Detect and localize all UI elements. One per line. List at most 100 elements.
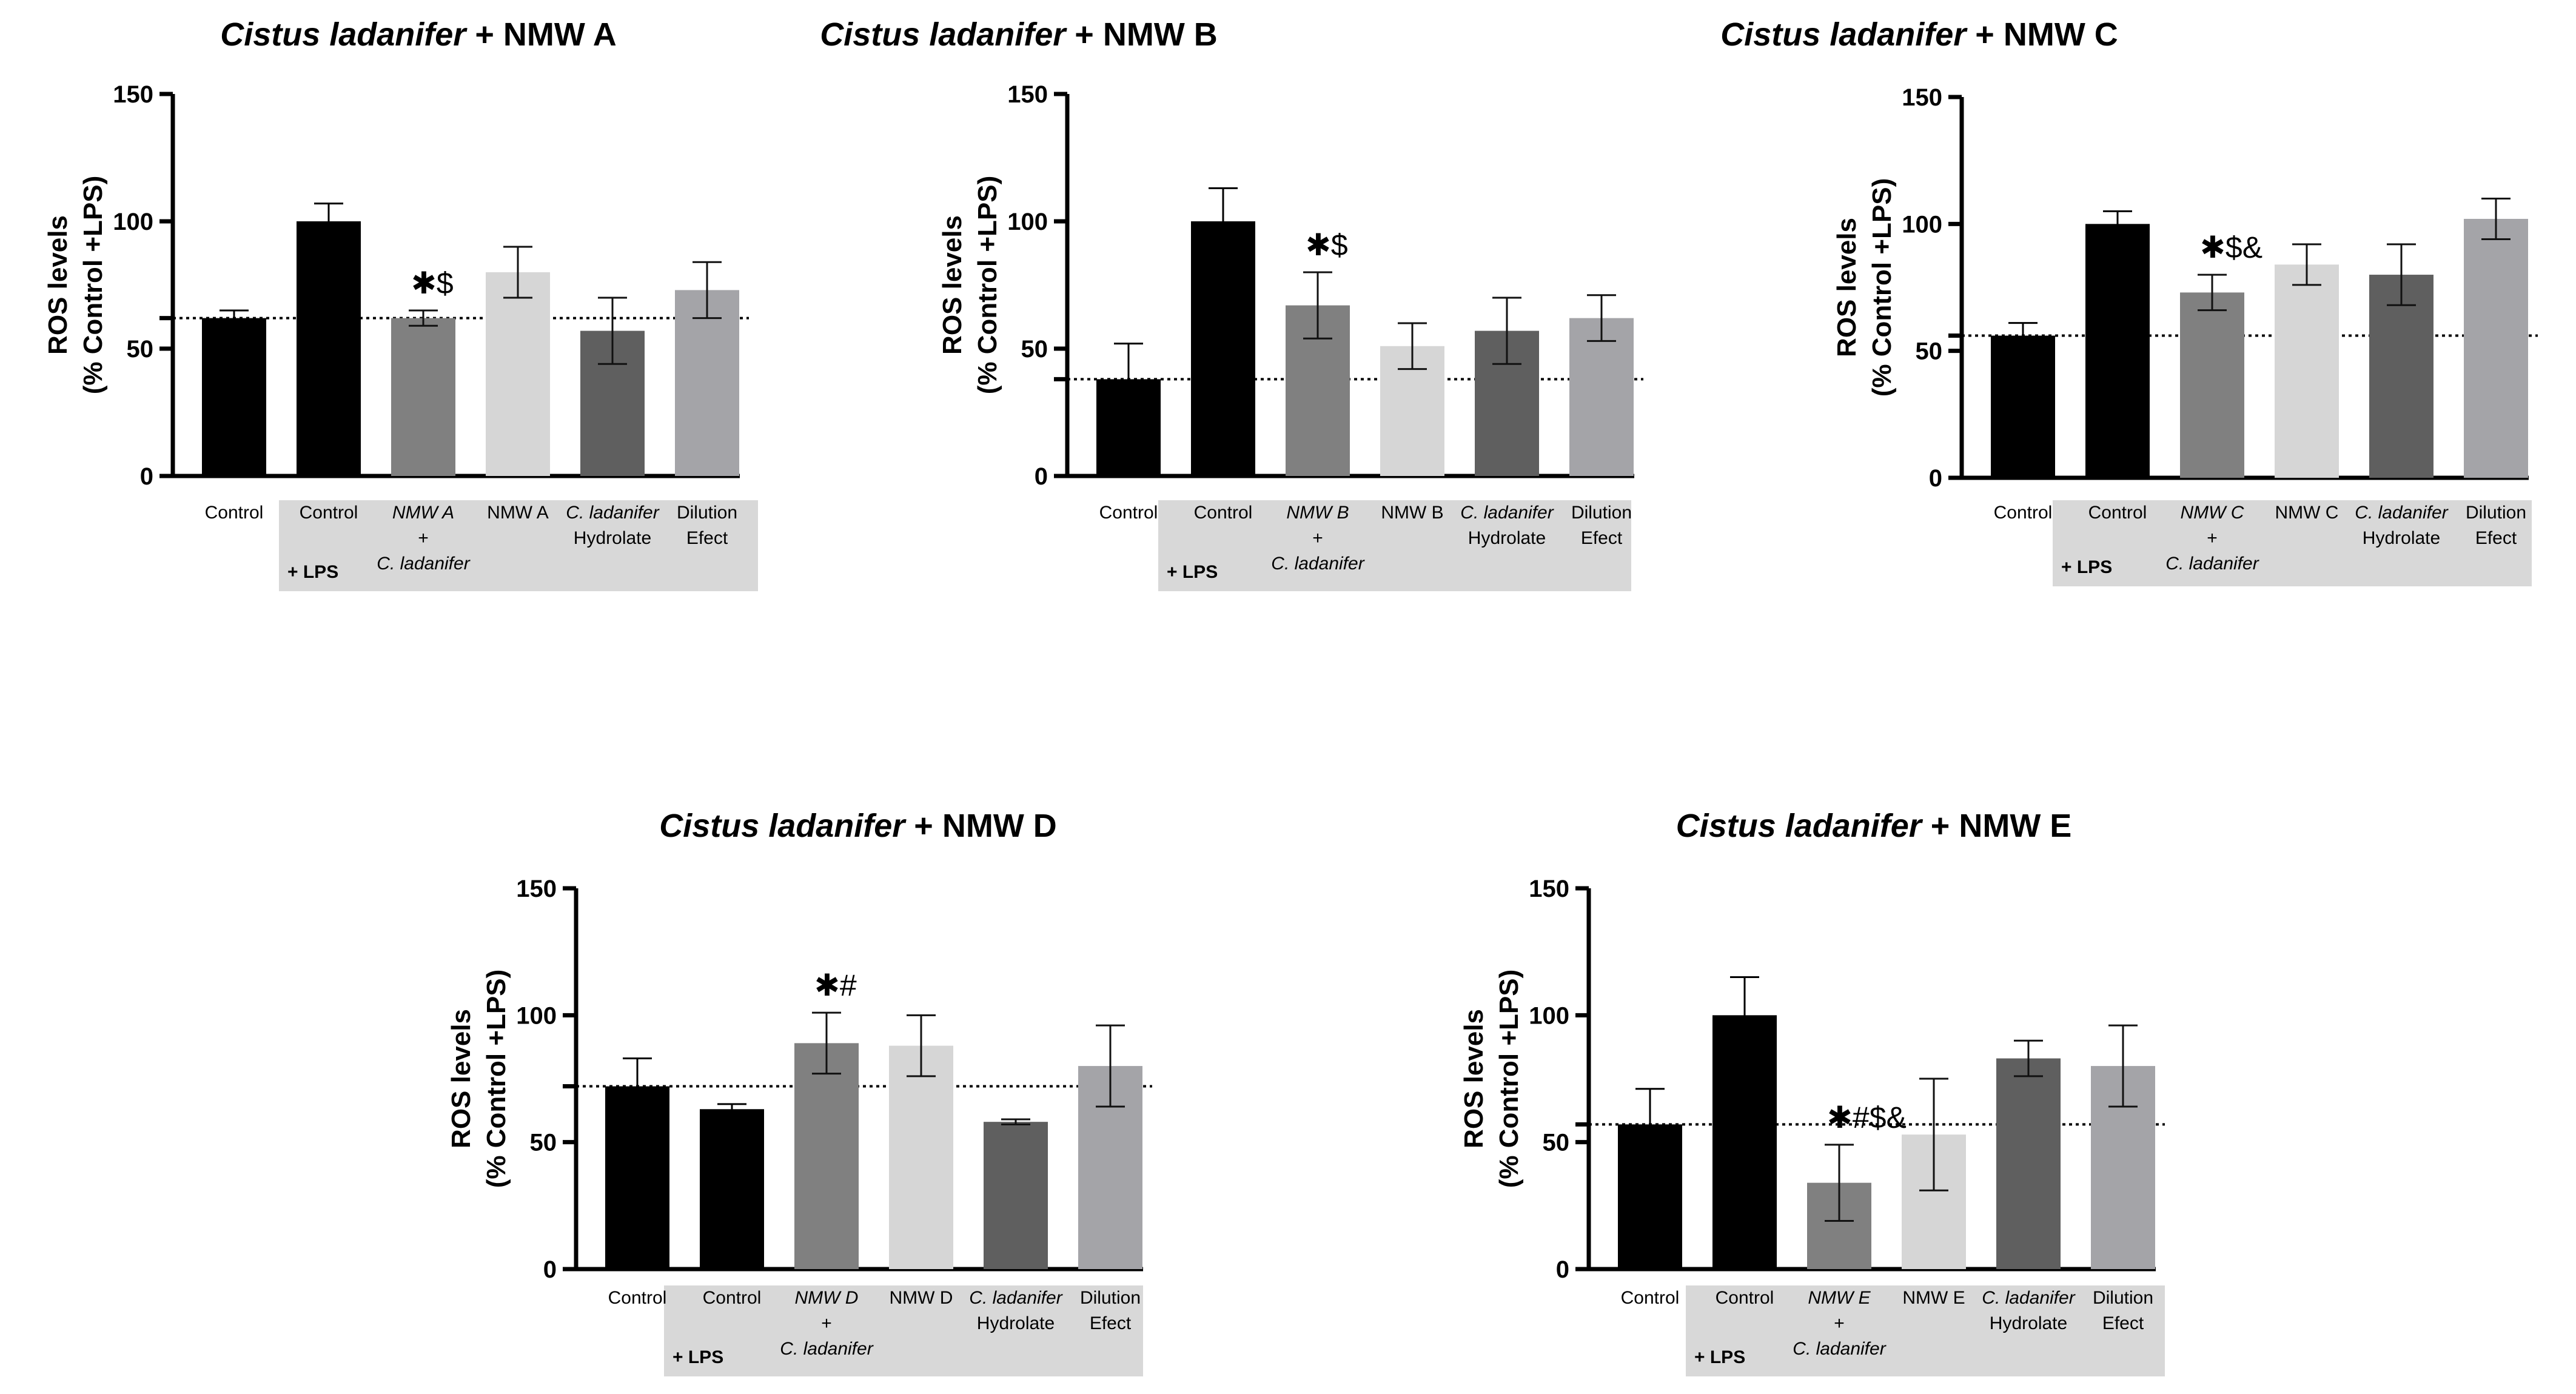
bar	[2369, 275, 2433, 478]
y-axis-title: ROS levels (% Control +LPS)	[446, 970, 511, 1188]
y-tick-label: 150	[113, 81, 153, 108]
significance-text: $	[1331, 228, 1348, 262]
x-tick-label: Control	[1099, 503, 1158, 523]
bar	[2464, 218, 2528, 478]
y-axis-title-line1: ROS levels	[1832, 218, 1862, 357]
bar	[1712, 1015, 1777, 1269]
x-tick-label: C. ladanifer	[969, 1288, 1062, 1308]
lps-label: + LPS	[673, 1347, 723, 1367]
x-tick-label: NMW C	[2275, 503, 2339, 523]
y-tick-label: 150	[516, 876, 557, 902]
x-tick-label: NMW A	[392, 503, 454, 523]
chart-title: Cistus ladanifer + NMW D	[659, 808, 1057, 844]
significance-annotation: ✱$	[411, 266, 454, 300]
bar	[984, 1122, 1048, 1269]
x-tick-label: Control	[1621, 1288, 1680, 1308]
y-tick-label: 100	[1529, 1002, 1569, 1029]
significance-text: $&	[2225, 230, 2262, 264]
chart-panel-3: Cistus ladanifer + NMW C ROS levels (% Con…	[1720, 16, 2538, 586]
x-tick-label: Hydrolate	[1468, 528, 1546, 548]
significance-annotation: ✱$	[1306, 228, 1348, 262]
significance-text: #	[840, 968, 857, 1002]
x-tick-label: C. ladanifer	[1271, 554, 1364, 574]
y-axis-title-line2: (% Control +LPS)	[481, 970, 511, 1188]
lps-box	[664, 1285, 1143, 1376]
x-tick-label: Control	[300, 503, 358, 523]
x-tick-label: Dilution	[1571, 503, 1632, 523]
y-tick-label: 0	[1929, 465, 1942, 492]
bar	[2180, 292, 2244, 478]
x-tick-label: Dilution	[677, 503, 737, 523]
y-tick-label: 0	[140, 463, 153, 490]
x-tick-label: C. ladanifer	[377, 554, 470, 574]
y-axis-title-line2: (% Control +LPS)	[78, 176, 108, 395]
chart-title-rest: + NMW C	[1966, 16, 2118, 53]
chart-panel-1: Cistus ladanifer + NMW A ROS levels (% Con…	[43, 16, 758, 591]
x-tick-label: +	[821, 1313, 832, 1333]
y-tick-label: 50	[1543, 1130, 1570, 1156]
bar	[2275, 264, 2339, 478]
x-tick-label: Hydrolate	[574, 528, 651, 548]
y-axis-title-line2: (% Control +LPS)	[1494, 970, 1524, 1188]
lps-label: + LPS	[1167, 562, 1218, 582]
x-tick-label: NMW B	[1286, 503, 1349, 523]
y-tick-label: 150	[1902, 84, 1942, 111]
bar	[794, 1043, 859, 1269]
significance-annotation: ✱#	[814, 968, 857, 1002]
x-tick-label: Dilution	[2093, 1288, 2153, 1308]
y-tick-label: 0	[543, 1256, 557, 1283]
chart-panel-4: Cistus ladanifer + NMW D ROS levels (% Con…	[446, 808, 1152, 1376]
significance-symbol: ✱	[1306, 228, 1331, 262]
bar	[391, 318, 455, 476]
y-axis-title-line1: ROS levels	[1459, 1009, 1489, 1148]
y-axis-title-line1: ROS levels	[43, 215, 73, 355]
y-tick-label: 100	[1902, 211, 1942, 238]
x-tick-label: Dilution	[1080, 1288, 1141, 1308]
bar	[675, 290, 739, 476]
y-tick-label: 50	[1021, 336, 1048, 363]
y-tick-label: 50	[530, 1130, 557, 1156]
lps-label: + LPS	[2061, 557, 2112, 577]
chart-title: Cistus ladanifer + NMW C	[1720, 16, 2118, 53]
bar	[202, 318, 266, 476]
x-tick-label: Control	[1194, 503, 1253, 523]
x-tick-label: Hydrolate	[2363, 528, 2440, 548]
y-axis-title: ROS levels (% Control +LPS)	[1459, 970, 1524, 1188]
y-tick-label: 0	[1035, 463, 1048, 490]
x-tick-label: NMW D	[890, 1288, 953, 1308]
bar	[2085, 224, 2150, 478]
x-tick-label: Control	[1994, 503, 2053, 523]
bar	[605, 1086, 669, 1269]
y-tick-label: 50	[1916, 338, 1943, 365]
x-tick-label: +	[1834, 1313, 1845, 1333]
chart-title-italic: Cistus ladanifer	[659, 808, 907, 844]
lps-box	[2053, 500, 2532, 586]
x-tick-label: NMW C	[2181, 503, 2244, 523]
bar	[889, 1045, 953, 1269]
y-tick-label: 100	[1007, 209, 1048, 235]
chart-title-italic: Cistus ladanifer	[220, 16, 468, 53]
x-tick-label: Control	[608, 1288, 667, 1308]
significance-symbol: ✱	[411, 266, 437, 300]
y-tick-label: 100	[113, 209, 153, 235]
significance-text: $	[437, 266, 454, 300]
bar	[297, 221, 361, 476]
chart-title: Cistus ladanifer + NMW A	[220, 16, 617, 53]
x-tick-label: Dilution	[2466, 503, 2526, 523]
y-tick-label: 0	[1556, 1256, 1569, 1283]
chart-panel-2: Cistus ladanifer + NMW B ROS levels (% Con…	[820, 16, 1643, 591]
chart-title-italic: Cistus ladanifer	[1676, 808, 1924, 844]
chart-panel-5: Cistus ladanifer + NMW E ROS levels (% Con…	[1459, 808, 2165, 1376]
x-tick-label: NMW E	[1902, 1288, 1965, 1308]
y-axis-title: ROS levels (% Control +LPS)	[43, 176, 108, 395]
significance-text: #$&	[1853, 1101, 1907, 1134]
lps-box	[279, 500, 758, 591]
y-tick-label: 150	[1007, 81, 1048, 108]
significance-symbol: ✱	[814, 968, 840, 1002]
lps-box	[1158, 500, 1631, 591]
lps-box	[1686, 1285, 2165, 1376]
chart-title-italic: Cistus ladanifer	[820, 16, 1067, 53]
x-tick-label: Efect	[2102, 1313, 2144, 1333]
bar	[486, 272, 550, 476]
chart-title: Cistus ladanifer + NMW B	[820, 16, 1218, 53]
